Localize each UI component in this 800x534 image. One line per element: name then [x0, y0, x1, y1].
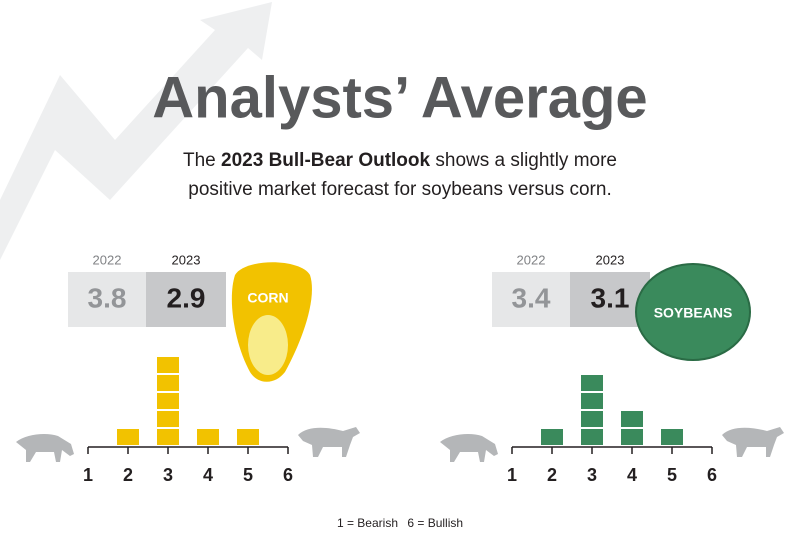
year-box — [146, 272, 226, 327]
year-box — [492, 272, 570, 327]
bull-icon — [298, 427, 360, 457]
bar-unit — [621, 429, 643, 445]
average-value: 2.9 — [167, 282, 206, 313]
commodity-name: CORN — [247, 290, 288, 306]
footnote-part: 1 = Bearish — [337, 516, 398, 530]
x-tick-label: 2 — [547, 465, 557, 485]
bull-icon — [722, 427, 784, 457]
footnote: 1 = Bearish 6 = Bullish — [337, 516, 463, 530]
bar — [661, 429, 683, 445]
subtitle: The 2023 Bull-Bear Outlook shows a sligh… — [183, 150, 617, 171]
bar — [117, 429, 139, 445]
bar-unit — [157, 375, 179, 391]
chart: 2022 3.8 2023 2.9 CORN 1 2 3 4 5 6 — [16, 252, 360, 485]
subtitle-part: shows a slightly more — [435, 150, 617, 171]
bear-icon — [440, 434, 498, 462]
year-box — [68, 272, 146, 327]
footnote-part: 6 = Bullish — [407, 516, 463, 530]
x-tick-label: 4 — [627, 465, 637, 485]
kernel-highlight — [248, 315, 288, 375]
bar-unit — [541, 429, 563, 445]
background-arrow — [0, 2, 272, 260]
bar-unit — [237, 429, 259, 445]
subtitle: positive market forecast for soybeans ve… — [188, 179, 611, 200]
x-tick-label: 4 — [203, 465, 213, 485]
average-value: 3.4 — [512, 282, 551, 313]
bar-unit — [581, 411, 603, 427]
bar-unit — [581, 375, 603, 391]
x-tick-label: 1 — [83, 465, 93, 485]
bar-unit — [197, 429, 219, 445]
chart: 2022 3.4 2023 3.1 SOYBEANS 1 2 3 4 5 6 — [440, 252, 784, 485]
year-label: 2023 — [172, 252, 201, 267]
bar-unit — [117, 429, 139, 445]
bear-icon — [16, 434, 74, 462]
x-tick-label: 3 — [163, 465, 173, 485]
bar-unit — [581, 393, 603, 409]
x-tick-label: 5 — [667, 465, 677, 485]
subtitle-part: 2023 Bull-Bear Outlook — [221, 150, 430, 171]
average-value: 3.8 — [88, 282, 127, 313]
bar-unit — [157, 429, 179, 445]
year-label: 2022 — [517, 252, 546, 267]
bar — [157, 357, 179, 445]
x-tick-label: 2 — [123, 465, 133, 485]
bar-unit — [157, 411, 179, 427]
x-tick-label: 3 — [587, 465, 597, 485]
bar — [581, 375, 603, 445]
bar — [621, 411, 643, 445]
bar — [237, 429, 259, 445]
bar — [541, 429, 563, 445]
average-value: 3.1 — [591, 282, 630, 313]
x-tick-label: 6 — [707, 465, 717, 485]
year-label: 2022 — [93, 252, 122, 267]
bar-unit — [581, 429, 603, 445]
soybean — [635, 263, 751, 361]
commodity-name: SOYBEANS — [654, 305, 733, 321]
x-tick-label: 6 — [283, 465, 293, 485]
bar — [197, 429, 219, 445]
year-label: 2023 — [596, 252, 625, 267]
bar-unit — [661, 429, 683, 445]
title: Analysts’ Average — [152, 65, 647, 130]
bar-unit — [157, 393, 179, 409]
x-tick-label: 1 — [507, 465, 517, 485]
x-tick-label: 5 — [243, 465, 253, 485]
bar-unit — [621, 411, 643, 427]
bar-unit — [157, 357, 179, 373]
subtitle-part: The — [183, 150, 216, 171]
